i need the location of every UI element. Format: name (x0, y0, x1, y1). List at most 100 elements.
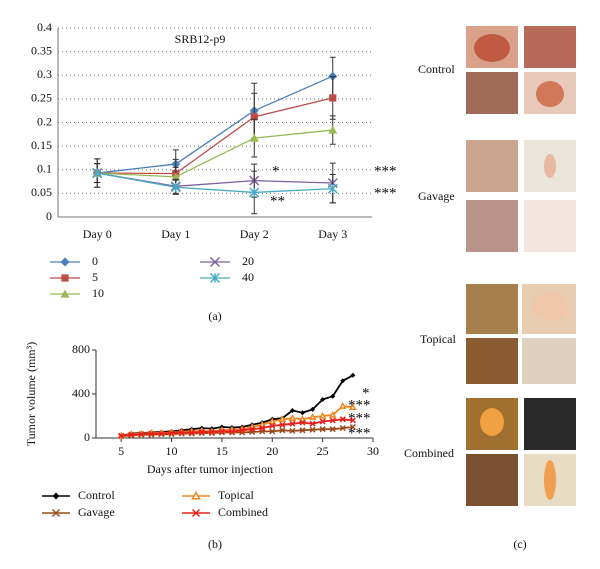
annotation: ** (270, 193, 285, 209)
annotation: *** (374, 185, 397, 201)
photo (524, 200, 576, 252)
marker (309, 426, 316, 433)
marker (269, 428, 276, 435)
marker (138, 431, 145, 438)
marker (329, 94, 337, 102)
x-tick-label: 15 (216, 444, 228, 458)
marker (209, 256, 221, 268)
y-tick-label: 0 (84, 430, 90, 444)
panel-label: (a) (208, 309, 221, 323)
marker (289, 408, 295, 413)
y-axis-label: Tumor volume (mm³) (24, 342, 38, 447)
marker (329, 417, 336, 424)
marker (289, 427, 296, 434)
photo (524, 398, 576, 450)
row-label: Topical (420, 332, 456, 346)
marker (191, 508, 201, 518)
y-tick-label: 0.05 (31, 185, 52, 199)
marker (168, 430, 175, 437)
panel-label: (b) (208, 537, 222, 551)
marker (289, 420, 296, 427)
marker (269, 422, 276, 429)
marker (250, 113, 258, 121)
marker (327, 183, 338, 194)
marker (218, 428, 225, 435)
marker (328, 410, 337, 418)
marker (320, 397, 326, 402)
marker (178, 429, 185, 436)
row-label: Control (418, 62, 455, 76)
y-tick-label: 0.35 (31, 43, 52, 57)
legend-label: Topical (218, 488, 254, 502)
legend-label: 20 (242, 254, 254, 268)
row-label: Gavage (418, 189, 455, 203)
x-axis-label: Days after tumor injection (147, 462, 273, 476)
y-tick-label: 0.3 (37, 67, 52, 81)
x-tick-label: Day 1 (161, 227, 190, 241)
panel-label: (c) (513, 537, 526, 551)
marker (228, 428, 236, 435)
marker (51, 508, 61, 518)
annotation: * (362, 385, 370, 401)
marker (350, 372, 356, 378)
photo (466, 72, 518, 114)
marker (349, 403, 357, 410)
y-tick-label: 0.15 (31, 138, 52, 152)
marker (128, 431, 135, 438)
marker (328, 125, 338, 134)
legend-label: 5 (92, 270, 98, 284)
y-tick-label: 400 (72, 386, 90, 400)
x-tick-label: 5 (118, 444, 124, 458)
marker (52, 492, 60, 500)
x-tick-label: 20 (266, 444, 278, 458)
annotation: *** (348, 397, 371, 413)
marker (279, 421, 286, 428)
annotation: * (272, 163, 280, 179)
marker (118, 432, 125, 439)
marker (318, 411, 327, 419)
marker (191, 490, 201, 500)
marker (239, 427, 246, 434)
x-tick-label: 10 (166, 444, 178, 458)
marker (258, 420, 266, 428)
tumor (544, 154, 556, 178)
marker (298, 415, 307, 423)
legend-label: Combined (218, 505, 268, 519)
marker (92, 168, 103, 179)
line (97, 97, 333, 175)
line (97, 172, 333, 194)
legend-label: Control (78, 488, 115, 502)
tumor (480, 408, 504, 436)
marker (308, 413, 317, 420)
photo (522, 338, 576, 384)
marker (170, 182, 181, 193)
x-tick-label: Day 2 (240, 227, 269, 241)
marker (299, 410, 305, 416)
tumor (536, 81, 564, 107)
line (97, 129, 333, 178)
marker (209, 272, 221, 284)
tumor (532, 292, 568, 320)
row-label: Combined (404, 446, 454, 460)
marker (249, 133, 259, 142)
marker (310, 406, 316, 412)
marker (268, 417, 277, 425)
marker (198, 428, 205, 435)
marker (340, 378, 346, 384)
y-tick-label: 0.1 (37, 162, 52, 176)
marker (259, 425, 266, 432)
line (97, 75, 334, 174)
marker (309, 420, 316, 427)
marker (288, 414, 297, 421)
marker (329, 426, 336, 433)
marker (339, 402, 347, 409)
marker (299, 427, 306, 434)
line (121, 418, 353, 437)
marker (208, 428, 215, 435)
marker (249, 187, 260, 198)
marker (349, 417, 356, 424)
y-tick-label: 0.2 (37, 114, 52, 128)
marker (339, 416, 346, 423)
legend-label: 10 (92, 286, 104, 300)
